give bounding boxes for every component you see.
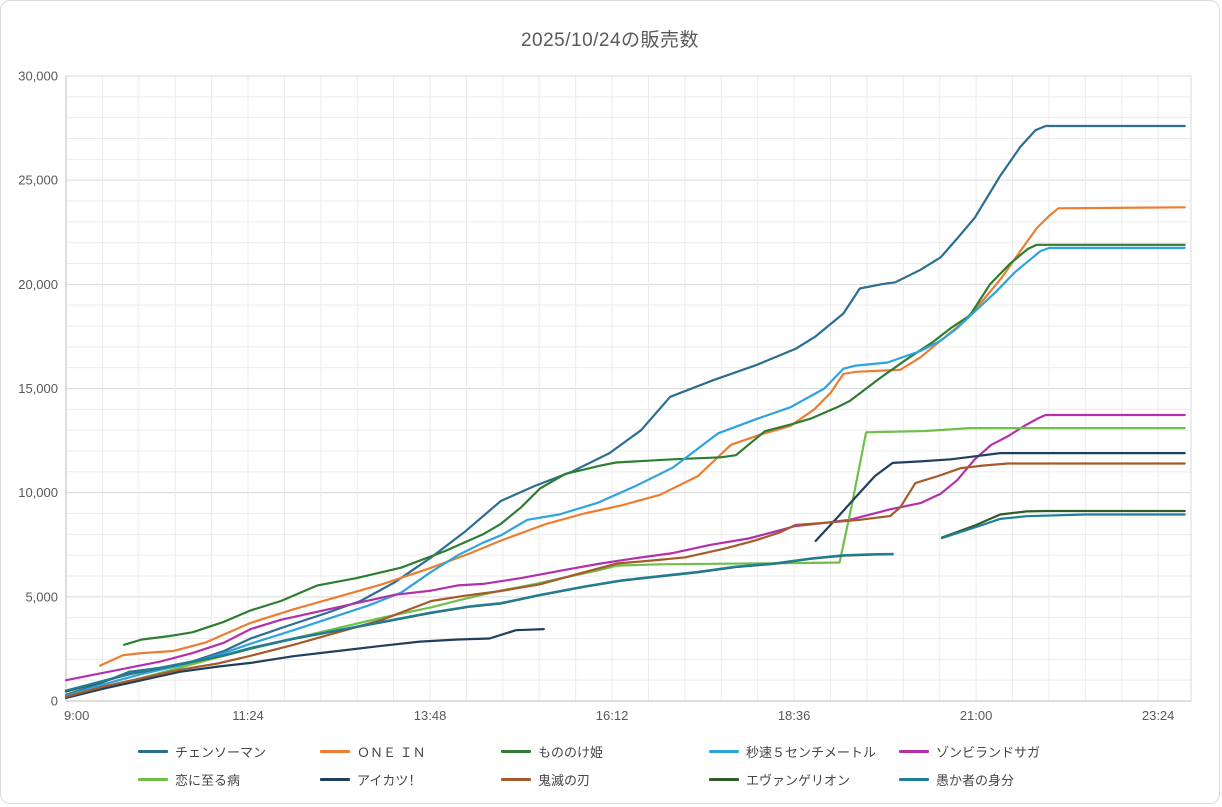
legend-swatch <box>709 749 739 753</box>
x-tick-label: 18:36 <box>778 708 811 723</box>
legend-swatch <box>138 777 168 781</box>
series-line-7 <box>64 462 1186 698</box>
legend-swatch <box>320 777 350 781</box>
x-tick-label: 16:12 <box>596 708 629 723</box>
legend-swatch <box>501 749 531 753</box>
y-tick-label: 20,000 <box>18 277 58 292</box>
legend-item-0: チェンソーマン <box>138 742 266 760</box>
legend-label: アイカツ！ <box>357 772 422 788</box>
legend-label: エヴァンゲリオン <box>746 772 851 788</box>
legend-swatch <box>501 777 531 781</box>
legend-item-8: エヴァンゲリオン <box>709 770 850 788</box>
legend-label: 秒速５センチメートル <box>746 744 877 760</box>
legend-item-6: アイカツ！ <box>320 770 421 788</box>
series-line-8 <box>940 509 1186 539</box>
series-line-6 <box>814 452 1186 543</box>
series-line-3 <box>64 246 1186 697</box>
series-line-4 <box>64 413 1186 682</box>
series-line-9 <box>64 552 894 692</box>
y-tick-label: 5,000 <box>25 589 58 604</box>
x-tick-label: 21:00 <box>960 708 993 723</box>
legend-label: 鬼滅の刃 <box>538 772 591 788</box>
y-tick-label: 30,000 <box>18 69 58 84</box>
legend-item-4: ゾンビランドサガ <box>899 742 1040 760</box>
legend-item-1: ＯＮＥ ＩＮ <box>320 742 426 760</box>
legend-label: もののけ姫 <box>538 744 604 760</box>
legend-swatch <box>138 749 168 753</box>
legend-label: 恋に至る病 <box>175 772 241 788</box>
x-tick-label: 23:24 <box>1142 708 1175 723</box>
legend-swatch <box>899 749 929 753</box>
legend-item-7: 鬼滅の刃 <box>501 770 590 788</box>
y-tick-label: 25,000 <box>18 173 58 188</box>
series-line-9 <box>940 513 1186 540</box>
legend-item-2: もののけ姫 <box>501 742 603 760</box>
series-line-6 <box>64 628 545 699</box>
legend-item-5: 恋に至る病 <box>138 770 240 788</box>
x-tick-label: 13:48 <box>414 708 447 723</box>
legend-label: ＯＮＥ ＩＮ <box>357 744 426 760</box>
legend-label: 愚か者の身分 <box>936 772 1015 788</box>
chart-title: 2025/10/24の販売数 <box>520 30 700 51</box>
legend-swatch <box>320 749 350 753</box>
legend-item-3: 秒速５センチメートル <box>709 742 876 760</box>
legend-label: ゾンビランドサガ <box>936 744 1041 760</box>
legend-item-9: 愚か者の身分 <box>899 770 1014 788</box>
y-tick-label: 0 <box>51 694 58 709</box>
legend-label: チェンソーマン <box>175 744 267 760</box>
legend-swatch <box>709 777 739 781</box>
series-line-0 <box>64 124 1186 696</box>
y-tick-label: 15,000 <box>18 381 58 396</box>
legend-swatch <box>899 777 929 781</box>
x-tick-label: 11:24 <box>232 708 264 723</box>
x-tick-label: 9:00 <box>64 708 89 723</box>
series-line-2 <box>123 243 1186 646</box>
series-line-1 <box>99 206 1186 667</box>
y-tick-label: 10,000 <box>18 485 58 500</box>
